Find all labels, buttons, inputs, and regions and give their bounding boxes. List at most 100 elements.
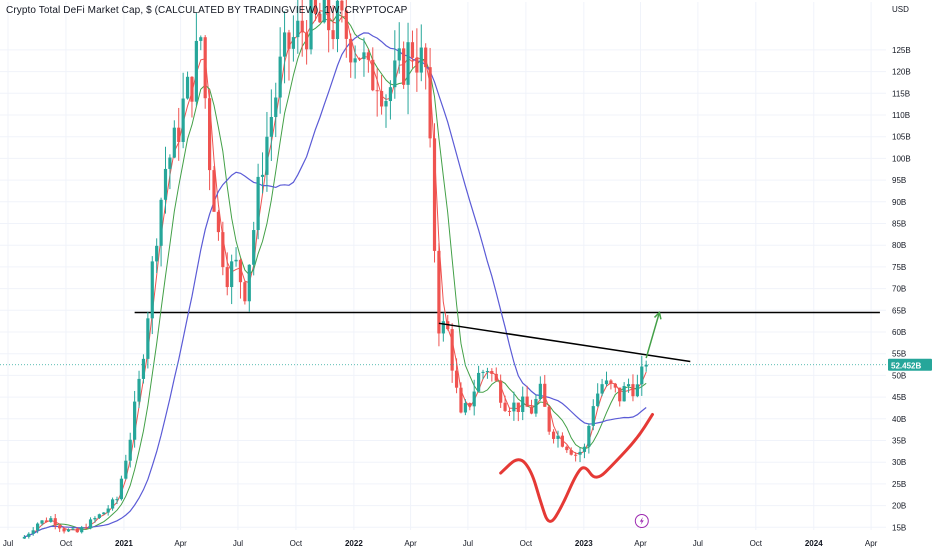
- moving-averages-layer: [24, 10, 647, 538]
- candle: [516, 402, 520, 422]
- candle-body: [133, 401, 137, 440]
- candle-body: [481, 371, 485, 373]
- grid: [0, 2, 886, 530]
- candle: [578, 447, 582, 463]
- candle: [388, 80, 393, 120]
- candle-body: [472, 391, 476, 407]
- candle: [309, 0, 313, 55]
- projection-arrow: [645, 312, 661, 359]
- candle-body: [252, 230, 256, 265]
- projection-arrow-head: [653, 310, 662, 320]
- candle: [622, 382, 626, 402]
- candle: [525, 385, 529, 407]
- candle: [269, 89, 273, 161]
- candle-body: [106, 508, 110, 513]
- candle-body: [221, 232, 225, 268]
- candle: [97, 513, 101, 520]
- candle: [146, 311, 150, 369]
- candle: [507, 407, 512, 417]
- candle: [340, 0, 344, 23]
- candle-body: [230, 261, 234, 288]
- candle: [278, 27, 282, 114]
- candle: [419, 24, 423, 82]
- candle-body: [115, 499, 119, 501]
- candle: [93, 516, 97, 523]
- candle-body: [40, 520, 44, 524]
- last-price-bg: [888, 358, 932, 371]
- candle: [565, 445, 569, 453]
- currency-label: USD: [892, 5, 909, 14]
- candle-body: [529, 406, 534, 414]
- y-tick-label: 30B: [892, 458, 906, 467]
- x-tick-label: Jul: [3, 539, 13, 548]
- candle: [644, 360, 648, 372]
- candle-body: [551, 431, 556, 439]
- candle: [432, 123, 437, 263]
- candle: [238, 258, 243, 299]
- candle-body: [419, 47, 423, 73]
- candle-body: [618, 387, 622, 402]
- trendline: [438, 322, 691, 363]
- ma-line-short: [24, 10, 647, 538]
- candle-body: [640, 366, 644, 385]
- candle-body: [141, 358, 146, 379]
- candle-body: [62, 528, 66, 532]
- candle: [322, 0, 326, 24]
- candle-body: [124, 460, 128, 479]
- candle: [631, 374, 635, 402]
- candle-body: [75, 528, 79, 533]
- candle-body: [88, 519, 93, 529]
- candle: [119, 475, 123, 501]
- x-tick-label: 2021: [115, 539, 133, 548]
- candle-body: [49, 518, 53, 522]
- event-badge[interactable]: [634, 514, 649, 528]
- candle: [216, 209, 221, 241]
- last-price-tag: 52.452B: [888, 358, 932, 371]
- candle: [84, 523, 88, 530]
- candle: [106, 505, 110, 516]
- candle-body: [569, 450, 573, 455]
- candle-body: [208, 98, 212, 171]
- candle: [379, 74, 384, 115]
- candle-body: [556, 435, 560, 439]
- lightning-icon[interactable]: [639, 517, 644, 525]
- candle-body: [322, 0, 326, 23]
- axes-layer: USD 15B 20B 25B 30B 35B 40B 45B 50B 55B 60B 65B 70B 7…: [3, 5, 932, 548]
- candle: [80, 525, 84, 534]
- candle: [318, 2, 322, 24]
- candle: [115, 496, 119, 505]
- candle-body: [516, 402, 520, 412]
- candle-body: [168, 157, 172, 169]
- candle: [596, 383, 600, 408]
- candle-body: [512, 402, 516, 412]
- candle-body: [428, 67, 432, 139]
- candle-body: [525, 396, 529, 407]
- candle: [472, 379, 476, 416]
- candle-body: [432, 138, 437, 251]
- candle-body: [388, 87, 393, 102]
- candle: [300, 0, 304, 57]
- candle-body: [340, 0, 344, 11]
- y-tick-label: 100B: [892, 154, 911, 163]
- candle-body: [578, 451, 582, 455]
- candle: [58, 523, 62, 533]
- candle: [587, 423, 591, 454]
- candle-body: [309, 0, 313, 50]
- candle: [393, 30, 397, 99]
- candle: [357, 57, 362, 62]
- candle-body: [485, 371, 490, 373]
- candle: [155, 238, 159, 274]
- candle: [353, 45, 357, 79]
- candle-body: [494, 373, 498, 381]
- candle-body: [366, 52, 370, 60]
- candle: [305, 20, 309, 65]
- candle-body: [379, 91, 384, 107]
- candle-body: [454, 370, 459, 388]
- candle: [468, 402, 472, 411]
- y-tick-label: 15B: [892, 523, 906, 532]
- candle: [406, 22, 410, 115]
- candle: [331, 5, 335, 50]
- candle-body: [644, 364, 648, 367]
- ma-line-long: [24, 32, 647, 538]
